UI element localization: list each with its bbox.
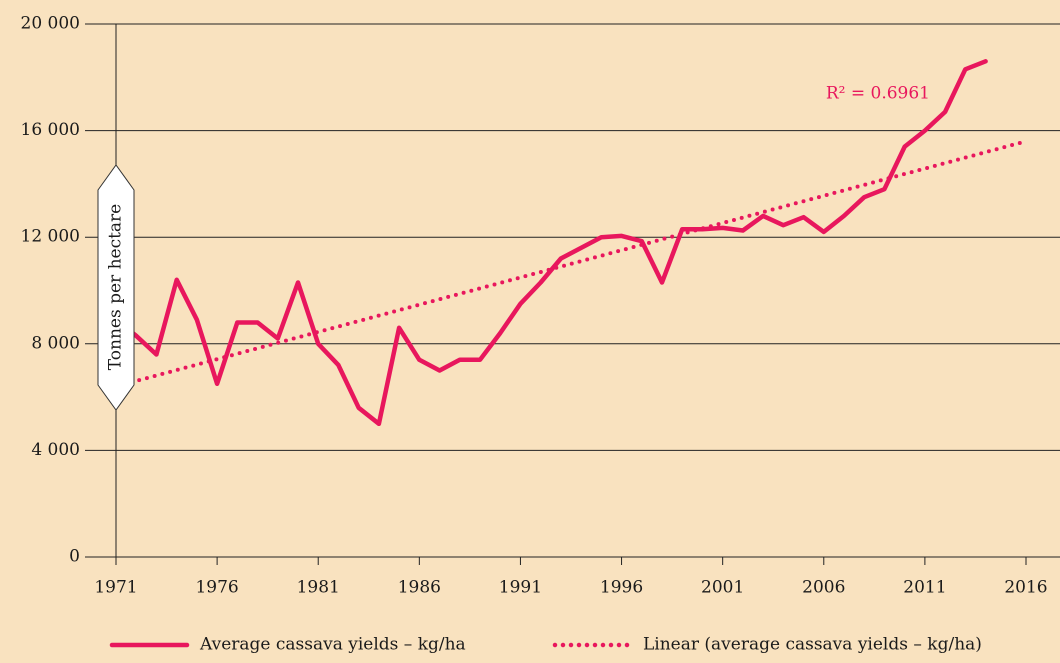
x-tick-label: 2001 [701,578,744,598]
x-tick-label: 1986 [398,578,441,598]
y-axis-label: Tonnes per hectare [106,204,126,371]
trend-line [114,139,1028,389]
x-tick-label: 1991 [499,578,542,598]
y-tick-label: 4 000 [31,440,80,460]
y-label-shape [97,164,135,411]
y-tick-label: 16 000 [21,120,80,140]
x-tick-label: 1996 [600,578,643,598]
annotation: R² = 0.6961 [826,84,930,104]
y-label-box: Tonnes per hectare [97,164,135,411]
legend-label: Average cassava yields – kg/ha [199,635,466,655]
x-tick-label: 2011 [903,578,946,598]
x-tick-label: 2016 [1004,578,1047,598]
y-tick-label: 0 [69,547,80,567]
y-tick-label: 12 000 [21,227,80,247]
data-line [113,59,988,427]
legend-label: Linear (average cassava yields – kg/ha) [643,635,982,655]
x-tick-label: 2006 [802,578,845,598]
y-tick-label: 20 000 [21,14,80,34]
x-tick-label: 1976 [195,578,238,598]
y-tick-label: 8 000 [31,333,80,353]
x-tick-label: 1981 [297,578,340,598]
x-tick-label: 1971 [94,578,137,598]
